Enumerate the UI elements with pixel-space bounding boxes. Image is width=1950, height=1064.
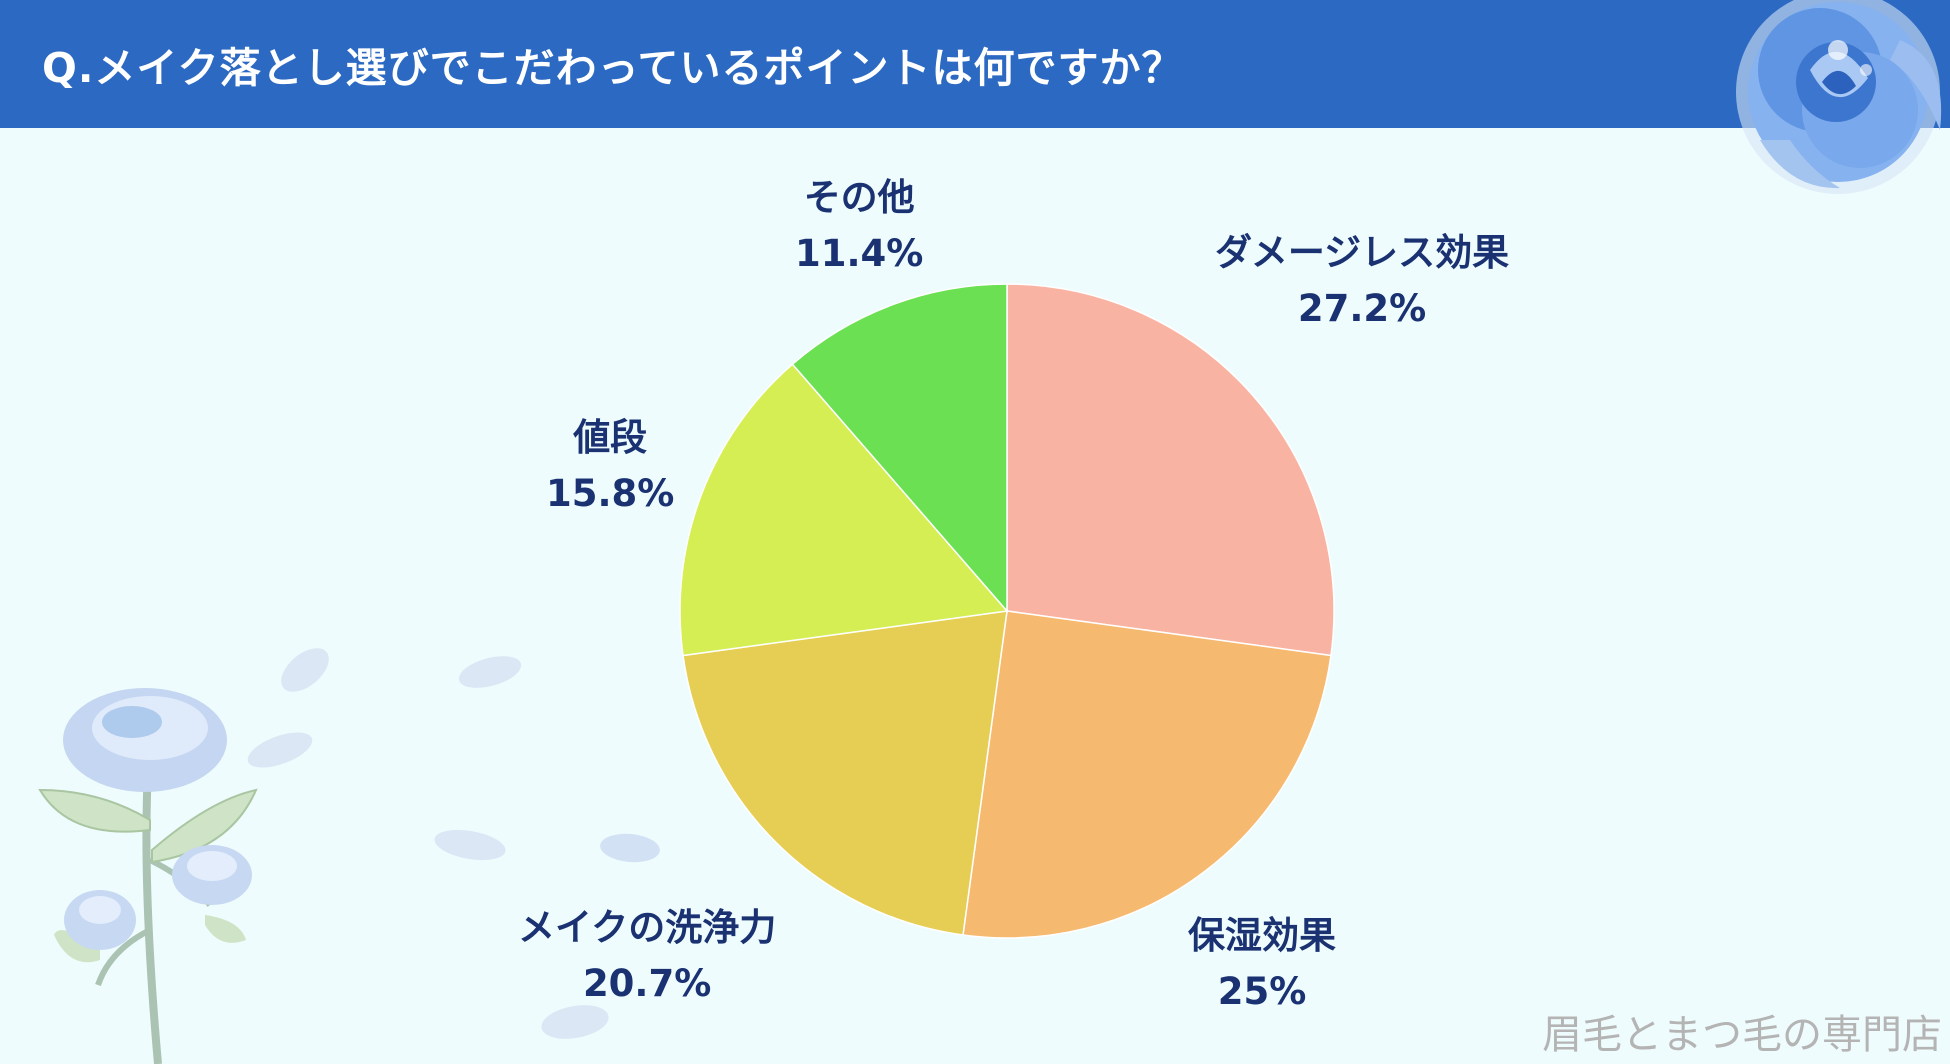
slice-label-name: その他 xyxy=(803,176,915,219)
slice-label-other: その他 11.4% xyxy=(795,170,923,282)
pie-slice-0 xyxy=(1006,283,1335,657)
slice-label-name: 値段 xyxy=(573,416,648,459)
petals-decoration xyxy=(247,648,660,1039)
slice-label-name: ダメージレス効果 xyxy=(1215,231,1510,274)
pie-slice-3 xyxy=(679,363,1009,657)
blue-rose-stem-icon xyxy=(38,688,258,1064)
watermark: 眉毛とまつ毛の専門店 xyxy=(1542,1012,1942,1058)
slice-label-value: 27.2% xyxy=(1297,287,1427,330)
slice-label-value: 25% xyxy=(1217,970,1307,1013)
page-title: Q.メイク落とし選びでこだわっているポイントは何ですか？ xyxy=(42,44,1184,92)
pie-slice-2 xyxy=(682,610,1008,936)
header-bar: Q.メイク落とし選びでこだわっているポイントは何ですか？ xyxy=(0,0,1950,128)
pie-slice-4 xyxy=(791,283,1008,614)
pie-slices xyxy=(679,283,1335,939)
blue-rose-icon xyxy=(1736,0,1942,194)
slice-label-moisturizing: 保湿効果 25% xyxy=(1188,908,1336,1020)
slice-label-value: 15.8% xyxy=(546,472,675,515)
pie-slice-1 xyxy=(962,610,1332,939)
slice-label-name: 保湿効果 xyxy=(1188,914,1336,957)
slice-label-value: 20.7% xyxy=(582,962,712,1005)
slice-label-damageless: ダメージレス効果 27.2% xyxy=(1215,225,1509,337)
slice-label-price: 値段 15.8% xyxy=(546,410,674,522)
slice-label-cleansing-power: メイクの洗浄力 20.7% xyxy=(518,900,776,1012)
slice-label-value: 11.4% xyxy=(795,232,924,275)
slice-label-name: メイクの洗浄力 xyxy=(518,906,777,949)
